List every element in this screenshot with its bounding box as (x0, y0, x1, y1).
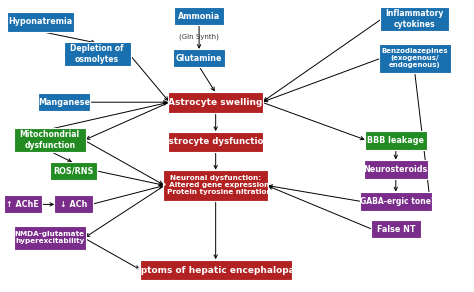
Text: False NT: False NT (376, 225, 415, 234)
Text: Hyponatremia: Hyponatremia (8, 18, 73, 26)
FancyBboxPatch shape (4, 196, 42, 213)
FancyBboxPatch shape (64, 42, 130, 66)
Text: "GABA-ergic tone": "GABA-ergic tone" (356, 197, 435, 206)
Text: Neuronal dysfunction:
• Altered gene expression
• Protein tyrosine nitration: Neuronal dysfunction: • Altered gene exp… (160, 175, 272, 195)
Text: ROS/RNS: ROS/RNS (53, 166, 94, 175)
FancyBboxPatch shape (365, 131, 427, 150)
FancyBboxPatch shape (14, 226, 85, 250)
FancyBboxPatch shape (54, 196, 92, 213)
Text: Depletion of
osmolytes: Depletion of osmolytes (71, 44, 124, 64)
FancyBboxPatch shape (38, 93, 90, 111)
FancyBboxPatch shape (380, 7, 449, 31)
Text: Benzodiazepines
(exogenous/
endogenous): Benzodiazepines (exogenous/ endogenous) (382, 48, 448, 68)
Text: Ammonia: Ammonia (178, 12, 220, 20)
Text: Glutamine: Glutamine (176, 54, 222, 63)
FancyBboxPatch shape (364, 160, 428, 179)
FancyBboxPatch shape (7, 11, 74, 32)
FancyBboxPatch shape (139, 260, 292, 280)
FancyBboxPatch shape (49, 162, 98, 180)
Text: ↓ ACh: ↓ ACh (60, 200, 87, 209)
FancyBboxPatch shape (174, 7, 224, 25)
FancyBboxPatch shape (168, 92, 264, 112)
FancyBboxPatch shape (379, 44, 450, 73)
FancyBboxPatch shape (14, 128, 85, 152)
FancyBboxPatch shape (168, 132, 264, 152)
Text: Neurosteroids: Neurosteroids (364, 165, 428, 174)
FancyBboxPatch shape (163, 170, 268, 201)
Text: Symptoms of hepatic encephalopathy: Symptoms of hepatic encephalopathy (119, 266, 312, 274)
Text: NMDA-glutamate
hyperexcitability: NMDA-glutamate hyperexcitability (15, 232, 85, 244)
Text: Inflammatory
cytokines: Inflammatory cytokines (385, 9, 444, 29)
Text: Manganese: Manganese (38, 98, 90, 107)
Text: Astrocyte swelling: Astrocyte swelling (168, 98, 263, 107)
Text: Mitochondrial
dysfunction: Mitochondrial dysfunction (20, 131, 80, 150)
Text: BBB leakage: BBB leakage (367, 136, 424, 145)
Text: ↑ AChE: ↑ AChE (6, 200, 39, 209)
Text: Astrocyte dysfunction: Astrocyte dysfunction (162, 137, 270, 146)
FancyBboxPatch shape (371, 220, 421, 238)
FancyBboxPatch shape (173, 50, 226, 67)
Text: (Gln Synth): (Gln Synth) (179, 33, 219, 40)
FancyBboxPatch shape (360, 192, 431, 211)
